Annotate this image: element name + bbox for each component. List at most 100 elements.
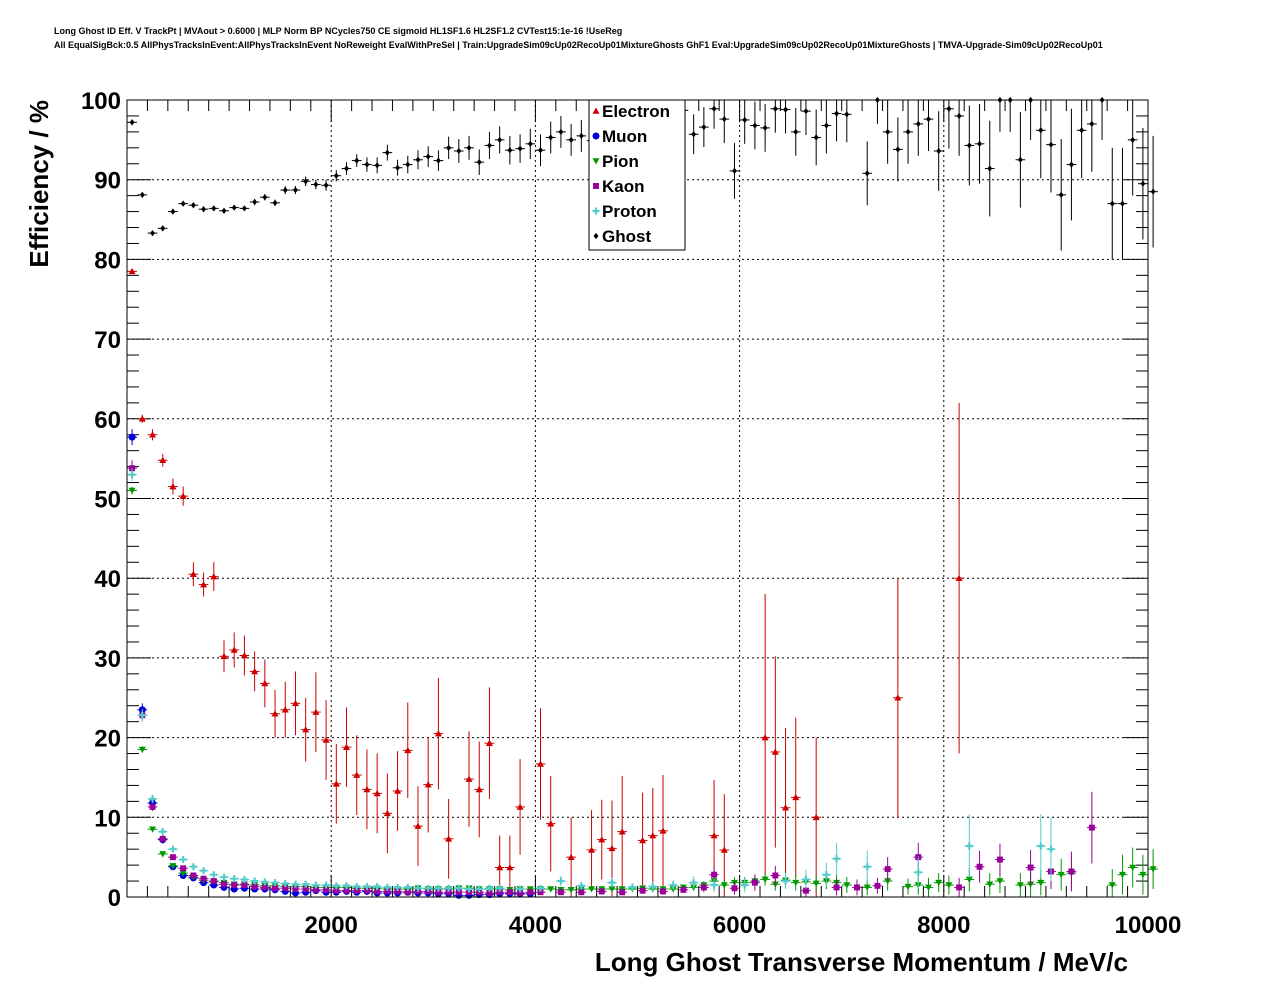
data-point-kaon (527, 889, 534, 896)
data-point-proton (710, 881, 718, 889)
data-point-electron (271, 710, 279, 717)
x-tick-label: 2000 (305, 912, 358, 939)
legend-marker-electron (592, 107, 600, 114)
x-axis-label: Long Ghost Transverse Momentum / MeV/c (595, 947, 1128, 977)
data-point-kaon (282, 885, 289, 892)
data-point-kaon (854, 884, 860, 891)
data-point-ghost (272, 199, 278, 206)
data-point-ghost (548, 134, 554, 141)
data-point-ghost (966, 142, 972, 149)
data-point-ghost (241, 205, 247, 212)
data-point-ghost (711, 105, 717, 112)
data-point-ghost (987, 165, 993, 172)
data-point-kaon (598, 888, 605, 895)
data-point-kaon (1068, 868, 1075, 875)
data-point-kaon (1027, 864, 1034, 871)
data-point-electron (251, 667, 259, 675)
data-point-proton (394, 883, 402, 891)
data-point-proton (822, 871, 830, 879)
data-point-proton (322, 881, 330, 889)
data-point-electron (210, 573, 218, 580)
data-point-pion (588, 886, 596, 893)
data-point-proton (414, 884, 422, 892)
data-point-ghost (578, 132, 584, 140)
data-point-electron (506, 864, 514, 871)
data-point-electron (516, 803, 524, 810)
chart-title-line-1: Long Ghost ID Eff. V TrackPt | MVAout > … (54, 26, 623, 36)
data-point-electron (475, 785, 483, 793)
y-tick-label: 90 (94, 168, 121, 195)
data-point-kaon (884, 866, 891, 873)
data-point-pion (863, 884, 871, 891)
data-point-electron (782, 804, 790, 811)
data-point-electron (792, 793, 800, 801)
data-point-proton (210, 871, 218, 879)
data-point-ghost (1017, 156, 1023, 163)
y-tick-label: 20 (94, 726, 121, 753)
data-point-kaon (190, 872, 197, 879)
data-point-ghost (374, 162, 380, 169)
legend-label-proton: Proton (602, 202, 657, 221)
data-point-kaon (537, 889, 544, 896)
data-point-proton (149, 795, 157, 803)
data-point-kaon (374, 888, 381, 895)
data-point-ghost (527, 140, 533, 147)
data-point-kaon (976, 863, 983, 870)
data-point-ghost (977, 140, 982, 147)
data-point-ghost (568, 136, 574, 143)
data-point-proton (179, 856, 187, 864)
data-point-pion (945, 882, 953, 889)
data-point-kaon (751, 879, 758, 886)
y-tick-label: 0 (108, 885, 121, 912)
data-point-proton (475, 885, 483, 893)
data-point-proton (833, 855, 841, 863)
data-point-ghost (864, 170, 870, 177)
data-point-ghost (160, 225, 166, 232)
legend-marker-kaon (593, 183, 599, 189)
data-point-ghost (1068, 161, 1074, 168)
data-point-electron (373, 789, 381, 797)
data-point-electron (710, 832, 718, 839)
data-point-proton (741, 881, 749, 889)
data-point-proton (608, 879, 616, 887)
data-point-electron (955, 574, 963, 581)
data-point-kaon (486, 890, 493, 896)
data-point-electron (537, 760, 545, 767)
data-point-ghost (1130, 136, 1136, 143)
data-point-kaon (363, 887, 370, 894)
data-point-ghost (487, 142, 492, 149)
x-tick-label: 6000 (713, 912, 766, 939)
series-electron (127, 267, 964, 897)
legend-marker-muon (592, 132, 600, 140)
data-point-proton (302, 880, 310, 888)
data-point-electron (547, 820, 555, 827)
data-point-ghost (150, 229, 155, 237)
data-point-kaon (272, 885, 279, 892)
data-point-kaon (619, 889, 626, 896)
data-point-kaon (241, 882, 248, 889)
data-point-proton (669, 881, 677, 889)
data-point-electron (363, 785, 371, 793)
data-point-kaon (384, 888, 391, 895)
data-point-proton (445, 884, 453, 892)
data-point-electron (343, 743, 351, 750)
data-point-proton (281, 879, 289, 887)
data-point-ghost (1038, 127, 1044, 134)
data-point-pion (935, 879, 943, 887)
data-point-kaon (292, 886, 299, 893)
legend-label-muon: Muon (602, 127, 647, 146)
data-point-proton (159, 828, 167, 836)
data-point-pion (169, 863, 177, 870)
y-tick-label: 10 (94, 805, 121, 832)
data-point-proton (189, 863, 197, 871)
data-point-ghost (476, 159, 482, 166)
data-point-pion (904, 883, 912, 891)
data-point-proton (465, 885, 473, 893)
data-point-ghost (885, 128, 891, 136)
y-axis-label: Efficiency / % (24, 100, 54, 268)
data-point-ghost (211, 205, 217, 212)
data-point-ghost (201, 206, 207, 213)
data-point-ghost (803, 108, 809, 115)
data-point-kaon (302, 886, 309, 893)
data-point-kaon (874, 882, 881, 889)
